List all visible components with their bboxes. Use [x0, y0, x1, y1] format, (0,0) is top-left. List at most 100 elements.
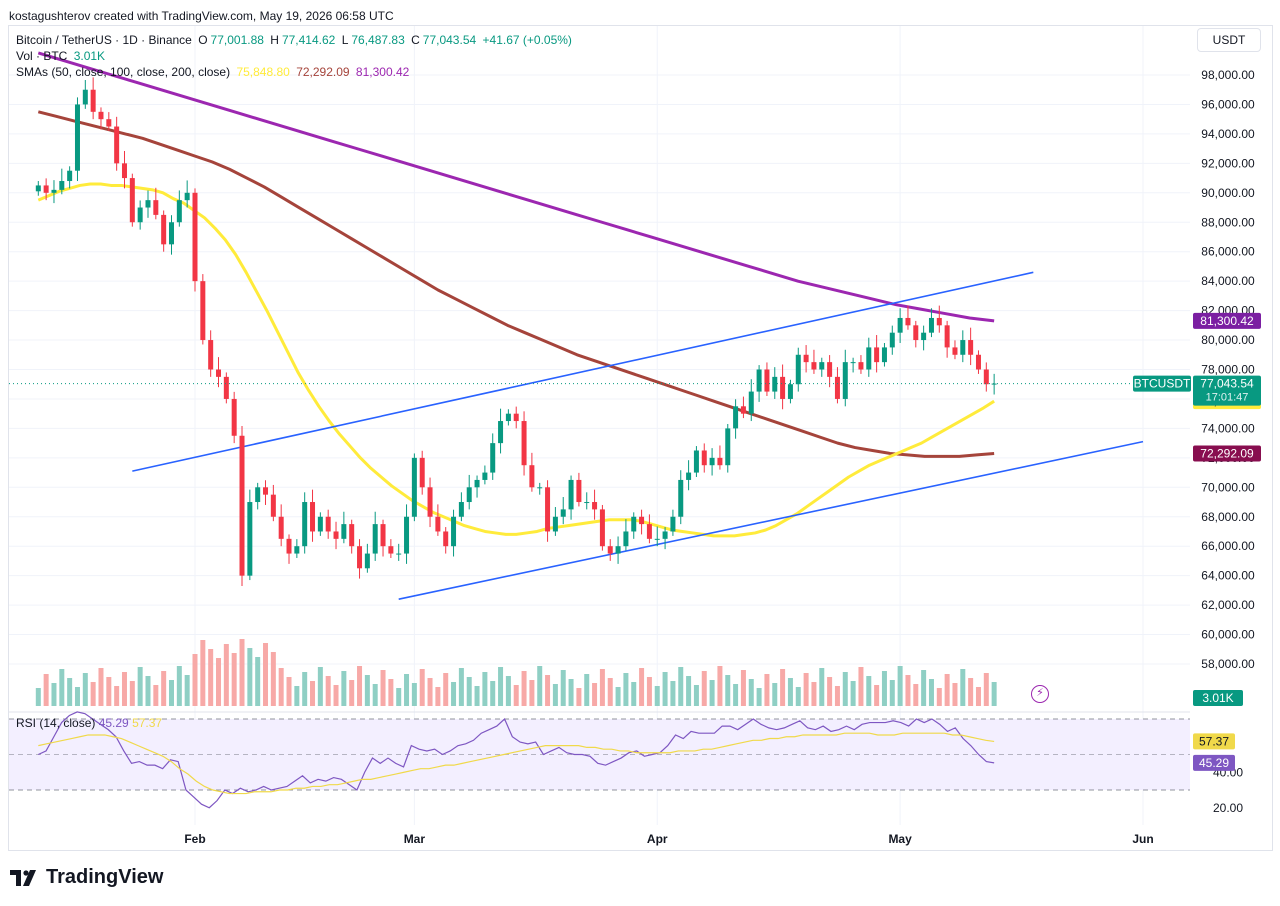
candle-body: [294, 546, 300, 554]
rsi-lines: [38, 711, 995, 809]
candle-body: [764, 369, 770, 392]
candle-body: [623, 531, 629, 547]
candle-body: [599, 509, 605, 547]
symbol-legend[interactable]: Bitcoin / TetherUS · 1D · Binance O 77,00…: [16, 33, 575, 47]
volume-bar: [302, 672, 308, 706]
sma50-line: [37, 182, 995, 538]
candle-body: [380, 524, 386, 547]
rsi-legend[interactable]: RSI (14, close) 45.29 57.37: [16, 716, 162, 730]
volume-bar: [537, 666, 543, 706]
volume-bar: [372, 684, 378, 706]
sma-legend[interactable]: SMAs (50, close, 100, close, 200, close)…: [16, 65, 412, 79]
candle-body: [670, 516, 676, 532]
candle-body: [168, 222, 174, 245]
volume-bar: [380, 670, 386, 706]
price-tags: 81,300.4275,848.8072,292.0977,043.5417:0…: [9, 312, 1261, 771]
volume-bar: [975, 687, 981, 706]
candle-body: [545, 487, 551, 532]
candle-body: [427, 487, 433, 517]
volume-bar: [176, 666, 182, 706]
rsi-panel: [9, 711, 1190, 791]
low-label: L: [341, 33, 349, 47]
volume-bar: [184, 675, 190, 706]
rsi-ma-value: 57.37: [132, 716, 163, 730]
sma200-line: [37, 51, 995, 323]
candle-body: [592, 502, 598, 510]
candle-body: [153, 200, 159, 215]
volume-bar: [396, 688, 402, 706]
y-tick-label: 96,000.00: [1201, 97, 1255, 111]
volume-bar: [850, 681, 856, 706]
volume-legend[interactable]: Vol · BTC 3.01K: [16, 49, 108, 63]
candle-body: [270, 494, 276, 517]
lightning-icon[interactable]: ⚡: [1031, 685, 1049, 703]
candle-body: [184, 192, 190, 201]
y-tick-label: 80,000.00: [1201, 333, 1255, 347]
open-label: O: [198, 33, 208, 47]
volume-bar: [795, 687, 801, 706]
candle-body: [223, 376, 229, 399]
volume-bar: [216, 658, 222, 706]
volume-bar: [239, 639, 245, 706]
candle-body: [646, 524, 652, 539]
volume-bar: [121, 672, 127, 706]
volume-bar: [960, 669, 966, 706]
volume-bar: [811, 682, 817, 706]
candle-body: [435, 516, 441, 532]
change-value: +41.67 (+0.05%): [482, 33, 572, 47]
volume-bar: [74, 687, 80, 706]
candle-body: [795, 354, 801, 385]
candle-body: [576, 479, 582, 503]
lower-trend-line: [398, 440, 1144, 600]
high-label: H: [270, 33, 279, 47]
volume-bar: [270, 652, 276, 706]
volume-bar: [443, 673, 449, 706]
price-grid: [9, 26, 1190, 825]
volume-bar: [631, 682, 637, 706]
candle-body: [357, 546, 363, 569]
volume-bar: [168, 680, 174, 706]
candle-body: [936, 317, 942, 326]
volume-bar: [693, 685, 699, 706]
volume-bar: [43, 674, 49, 706]
volume-bar: [153, 685, 159, 706]
candle-body: [43, 185, 49, 193]
volume-bar: [458, 668, 464, 706]
candle-body: [921, 332, 927, 341]
candle-body: [834, 376, 840, 399]
candle-body: [278, 516, 284, 539]
volume-bar: [803, 673, 809, 706]
volume-bar: [364, 675, 370, 706]
volume-bar: [576, 688, 582, 706]
currency-selector[interactable]: USDT: [1197, 28, 1261, 52]
candle-body: [631, 516, 637, 532]
volume-bar: [858, 667, 864, 706]
volume-bar: [646, 677, 652, 706]
volume-bar: [286, 677, 292, 706]
volume-bar: [357, 666, 363, 706]
candle-body: [944, 325, 950, 348]
candle-body: [850, 362, 856, 364]
y-tick-label: 58,000.00: [1201, 657, 1255, 671]
volume-bar: [874, 685, 880, 706]
volume-bar: [842, 672, 848, 706]
rsi-ma-tag-text: 57.37: [1199, 734, 1229, 748]
candle-body: [458, 502, 464, 517]
volume-bar: [310, 681, 316, 706]
time-axis: Feb Mar Apr May Jun: [184, 832, 1153, 846]
volume-bar: [505, 676, 511, 706]
volume-bar: [529, 680, 535, 706]
sma200-value: 81,300.42: [355, 65, 410, 79]
volume-bar: [427, 678, 433, 706]
volume-bar: [231, 653, 237, 706]
tradingview-brand[interactable]: TradingView: [10, 866, 163, 889]
candle-body: [827, 362, 833, 377]
y-tick-label: 62,000.00: [1201, 598, 1255, 612]
candle-body: [905, 317, 911, 326]
sma50-value: 75,848.80: [236, 65, 290, 79]
candle-body: [114, 126, 120, 164]
candle-body: [302, 502, 308, 547]
candle-body: [913, 325, 919, 341]
upper-trend-line: [132, 271, 1034, 472]
